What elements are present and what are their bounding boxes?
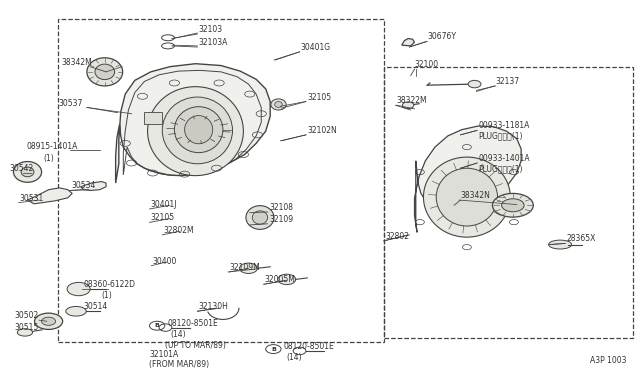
Ellipse shape [246, 206, 274, 230]
Text: B: B [271, 347, 276, 352]
Text: 30537: 30537 [58, 99, 83, 108]
Ellipse shape [502, 199, 524, 212]
Text: A3P 1003: A3P 1003 [590, 356, 627, 365]
Ellipse shape [67, 282, 90, 296]
Text: 32102N: 32102N [307, 126, 337, 135]
Text: 30502: 30502 [15, 311, 39, 320]
Ellipse shape [174, 107, 223, 153]
Text: (1): (1) [102, 291, 113, 300]
Ellipse shape [492, 193, 533, 217]
Ellipse shape [17, 329, 33, 336]
Text: 30514: 30514 [84, 302, 108, 311]
Text: PLUGプラグ(1): PLUGプラグ(1) [478, 164, 523, 173]
Text: 30515: 30515 [15, 323, 39, 333]
Text: 30534: 30534 [71, 182, 95, 190]
Ellipse shape [271, 99, 286, 110]
Ellipse shape [184, 116, 212, 144]
Text: 30401J: 30401J [151, 200, 177, 209]
Ellipse shape [21, 167, 34, 177]
Text: 38342M: 38342M [61, 58, 92, 67]
Text: 28365X: 28365X [566, 234, 596, 243]
Text: B: B [155, 323, 159, 328]
Polygon shape [145, 112, 162, 124]
Ellipse shape [148, 87, 243, 176]
Ellipse shape [252, 211, 268, 224]
Text: 30401G: 30401G [301, 43, 331, 52]
Text: 08360-6122D: 08360-6122D [84, 280, 136, 289]
Text: 32005M: 32005M [264, 275, 295, 284]
Text: (14): (14) [170, 330, 186, 339]
Ellipse shape [163, 97, 232, 164]
Text: 30676Y: 30676Y [428, 32, 456, 41]
Ellipse shape [87, 58, 123, 86]
Text: 32802: 32802 [385, 232, 409, 241]
Polygon shape [116, 64, 270, 183]
Text: (FROM MAR/89): (FROM MAR/89) [150, 360, 210, 369]
Text: 30542: 30542 [9, 164, 33, 173]
Polygon shape [81, 182, 106, 190]
Text: (1): (1) [44, 154, 54, 163]
Text: 32105: 32105 [151, 213, 175, 222]
Text: 30400: 30400 [153, 257, 177, 266]
Ellipse shape [436, 168, 497, 226]
Ellipse shape [239, 263, 257, 273]
Bar [384, 67, 633, 338]
Text: 38342N: 38342N [461, 191, 490, 200]
Ellipse shape [13, 161, 42, 182]
Polygon shape [28, 188, 72, 204]
Text: 32130H: 32130H [198, 302, 228, 311]
Ellipse shape [42, 317, 56, 326]
Ellipse shape [278, 274, 296, 285]
Text: (14): (14) [286, 353, 302, 362]
Text: (UP TO MAR/89): (UP TO MAR/89) [166, 341, 227, 350]
Text: 32101A: 32101A [150, 350, 179, 359]
Ellipse shape [468, 80, 481, 88]
Text: 32137: 32137 [495, 77, 520, 86]
Text: 32103: 32103 [198, 25, 223, 34]
Text: 08120-8501E: 08120-8501E [284, 342, 334, 351]
Text: 30531: 30531 [20, 194, 44, 203]
Ellipse shape [275, 102, 282, 108]
Ellipse shape [35, 313, 63, 330]
Text: 32109: 32109 [269, 215, 293, 224]
Bar [58, 19, 384, 341]
Ellipse shape [548, 240, 572, 249]
Text: 32109M: 32109M [229, 263, 260, 272]
Text: 38322M: 38322M [397, 96, 428, 105]
Text: 32802M: 32802M [164, 226, 194, 235]
Text: 08120-8501E: 08120-8501E [168, 318, 218, 328]
Text: PLUGプラグ(1): PLUGプラグ(1) [478, 132, 523, 141]
Text: 32103A: 32103A [198, 38, 228, 47]
Polygon shape [402, 38, 415, 46]
Ellipse shape [403, 102, 414, 109]
Text: 00933-1401A: 00933-1401A [478, 154, 530, 163]
Text: 32100: 32100 [415, 60, 438, 69]
Text: 00933-1181A: 00933-1181A [478, 121, 530, 131]
Ellipse shape [424, 157, 510, 237]
Text: 08915-1401A: 08915-1401A [26, 142, 77, 151]
Polygon shape [415, 126, 521, 232]
Ellipse shape [66, 307, 86, 316]
Text: 32105: 32105 [307, 93, 332, 102]
Text: 32108: 32108 [269, 203, 293, 212]
Ellipse shape [95, 64, 115, 80]
